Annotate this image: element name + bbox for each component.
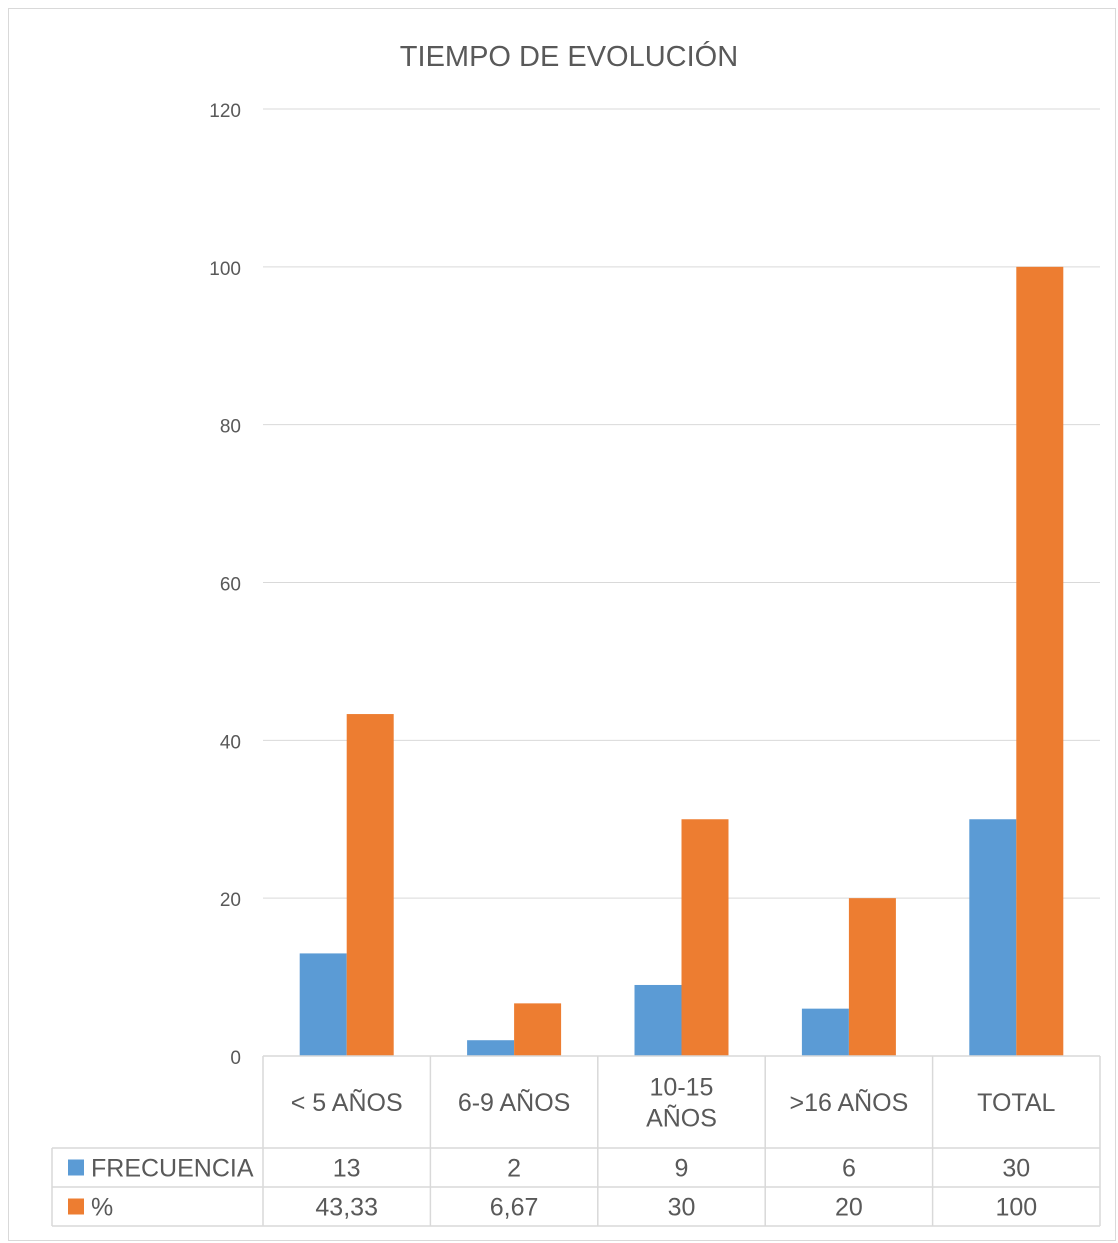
bar-frecuencia [801, 1008, 849, 1056]
bars [299, 266, 1064, 1056]
data-table-value: 6 [842, 1155, 856, 1183]
bar-porcentaje [681, 819, 729, 1056]
x-category-label: 6-9 AÑOS [458, 1088, 571, 1117]
y-axis-ticks: 0 20 40 60 80 100 120 [209, 101, 241, 1069]
bar-porcentaje [1016, 266, 1064, 1056]
data-table-value: 13 [333, 1155, 361, 1183]
x-category-label: TOTAL [977, 1089, 1055, 1117]
x-category-label: AÑOS [646, 1104, 717, 1133]
data-table-value: 6,67 [490, 1194, 539, 1222]
y-tick-label: 20 [220, 890, 241, 911]
data-table-value: 100 [995, 1194, 1037, 1222]
y-tick-label: 0 [230, 1048, 241, 1069]
bar-frecuencia [299, 953, 347, 1056]
y-tick-label: 60 [220, 575, 241, 596]
y-tick-label: 120 [209, 101, 241, 122]
bar-porcentaje [346, 714, 394, 1056]
data-table-value: 30 [668, 1194, 696, 1222]
x-category-label: < 5 AÑOS [291, 1088, 403, 1117]
bar-porcentaje [514, 1003, 562, 1056]
y-tick-label: 80 [220, 417, 241, 438]
y-tick-label: 100 [209, 259, 241, 280]
legend-label: FRECUENCIA [91, 1155, 254, 1183]
bar-porcentaje [848, 898, 896, 1056]
bar-frecuencia [634, 984, 682, 1056]
chart-title: TIEMPO DE EVOLUCIÓN [400, 40, 738, 73]
data-table-value: 30 [1002, 1155, 1030, 1183]
legend-label: % [91, 1194, 113, 1222]
legend-key-porcentaje [68, 1198, 84, 1215]
x-category-label: 10-15 [650, 1074, 714, 1102]
data-table-value: 20 [835, 1194, 863, 1222]
bar-frecuencia [969, 819, 1017, 1056]
chart-frame [8, 8, 1116, 1241]
gridlines [263, 108, 1100, 899]
data-table-value: 9 [675, 1155, 689, 1183]
legend-key-frecuencia [68, 1159, 84, 1176]
y-tick-label: 40 [220, 732, 241, 753]
bar-frecuencia [467, 1040, 515, 1056]
data-table-value: 2 [507, 1155, 521, 1183]
data-table-value: 43,33 [315, 1194, 378, 1222]
x-category-label: >16 AÑOS [789, 1088, 908, 1117]
